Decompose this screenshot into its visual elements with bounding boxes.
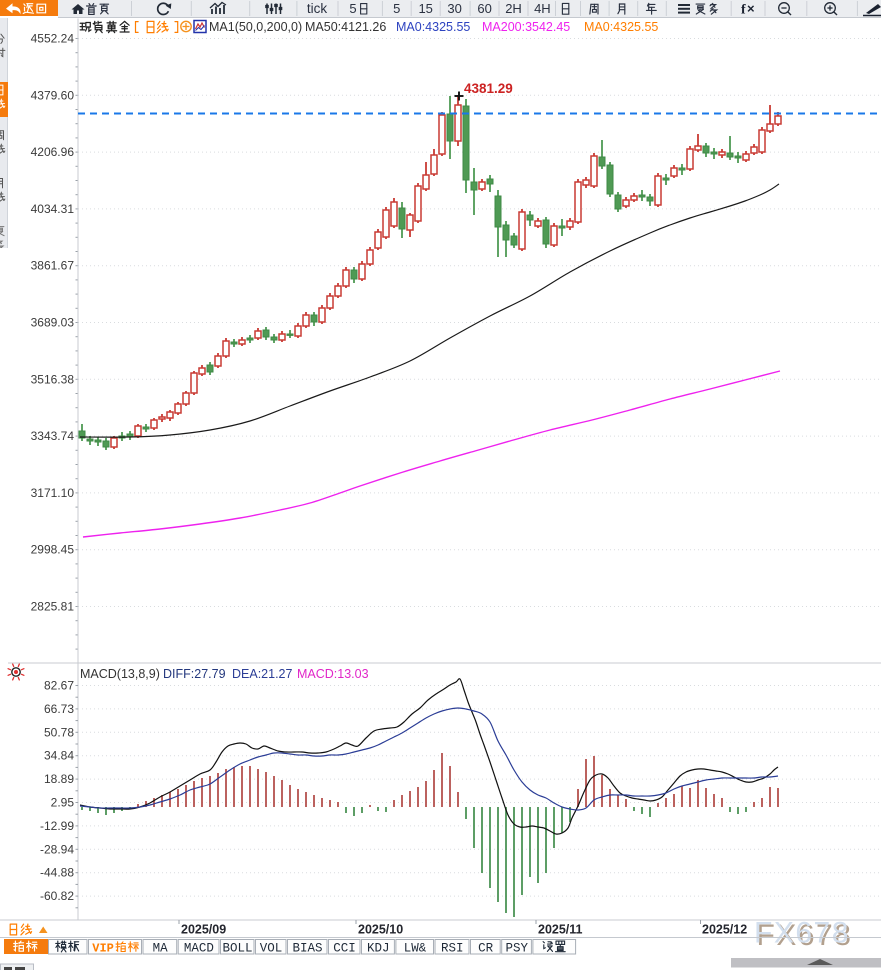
svg-text:2998.45: 2998.45 <box>31 543 75 557</box>
svg-text:4034.31: 4034.31 <box>31 202 75 216</box>
svg-text:VOL: VOL <box>260 942 283 956</box>
svg-text:-28.94: -28.94 <box>40 842 74 856</box>
svg-text:CCI: CCI <box>333 942 356 956</box>
svg-text:2025/12: 2025/12 <box>702 923 747 937</box>
svg-text:FX678: FX678 <box>757 919 853 952</box>
svg-text:RSI: RSI <box>441 942 464 956</box>
svg-text:5: 5 <box>349 1 356 16</box>
svg-text:3516.38: 3516.38 <box>31 372 75 386</box>
svg-text:FX678: FX678 <box>754 917 850 950</box>
svg-text:f: f <box>741 3 746 18</box>
svg-text:30: 30 <box>447 1 461 16</box>
svg-text:2.95: 2.95 <box>51 796 75 810</box>
svg-text:MA: MA <box>153 942 169 956</box>
svg-text:×: × <box>747 1 755 16</box>
svg-text:82.67: 82.67 <box>44 679 74 693</box>
svg-text:DEA:21.27: DEA:21.27 <box>232 667 293 681</box>
svg-text:60: 60 <box>477 1 491 16</box>
svg-text:DIFF:27.79: DIFF:27.79 <box>163 667 226 681</box>
svg-text:LW&: LW& <box>404 942 427 956</box>
svg-text:MA1(50,0,200,0): MA1(50,0,200,0) <box>209 20 302 34</box>
svg-text:-60.82: -60.82 <box>40 889 74 903</box>
svg-text:18.89: 18.89 <box>44 772 74 786</box>
svg-text:2025/11: 2025/11 <box>538 923 583 937</box>
svg-text:-44.88: -44.88 <box>40 866 74 880</box>
svg-text:4552.24: 4552.24 <box>31 32 75 46</box>
svg-text:BOLL: BOLL <box>222 942 252 956</box>
svg-text:66.73: 66.73 <box>44 702 74 716</box>
svg-text:34.84: 34.84 <box>44 749 74 763</box>
svg-text:2025/09: 2025/09 <box>181 923 226 937</box>
svg-text:KDJ: KDJ <box>367 942 390 956</box>
svg-text:4381.29: 4381.29 <box>464 81 513 96</box>
svg-text:MA0:4325.55: MA0:4325.55 <box>396 20 470 34</box>
svg-text:4379.60: 4379.60 <box>31 88 75 102</box>
svg-text:tick: tick <box>307 1 328 16</box>
svg-text:MA0:4325.55: MA0:4325.55 <box>584 20 658 34</box>
svg-text:CR: CR <box>478 942 494 956</box>
svg-text:5: 5 <box>393 1 400 16</box>
svg-text:MA200:3542.45: MA200:3542.45 <box>482 20 570 34</box>
svg-text:50.78: 50.78 <box>44 725 74 739</box>
svg-text:MACD(13,8,9): MACD(13,8,9) <box>80 667 160 681</box>
svg-text:-12.99: -12.99 <box>40 819 74 833</box>
svg-text:2825.81: 2825.81 <box>31 600 75 614</box>
svg-text:MACD:13.03: MACD:13.03 <box>297 667 369 681</box>
svg-text:MA50:4121.26: MA50:4121.26 <box>305 20 386 34</box>
svg-text:2H: 2H <box>505 1 522 16</box>
svg-text:PSY: PSY <box>506 942 529 956</box>
svg-text:2025/10: 2025/10 <box>358 923 403 937</box>
svg-text:3343.74: 3343.74 <box>31 429 75 443</box>
svg-text:3689.03: 3689.03 <box>31 316 75 330</box>
svg-text:MACD: MACD <box>184 942 214 956</box>
svg-text:3861.67: 3861.67 <box>31 259 75 273</box>
svg-text:4H: 4H <box>534 1 551 16</box>
svg-text:15: 15 <box>418 1 432 16</box>
svg-text:VIP: VIP <box>92 942 114 956</box>
svg-text:4206.96: 4206.96 <box>31 145 75 159</box>
svg-text:BIAS: BIAS <box>292 942 322 956</box>
svg-text:3171.10: 3171.10 <box>31 486 75 500</box>
